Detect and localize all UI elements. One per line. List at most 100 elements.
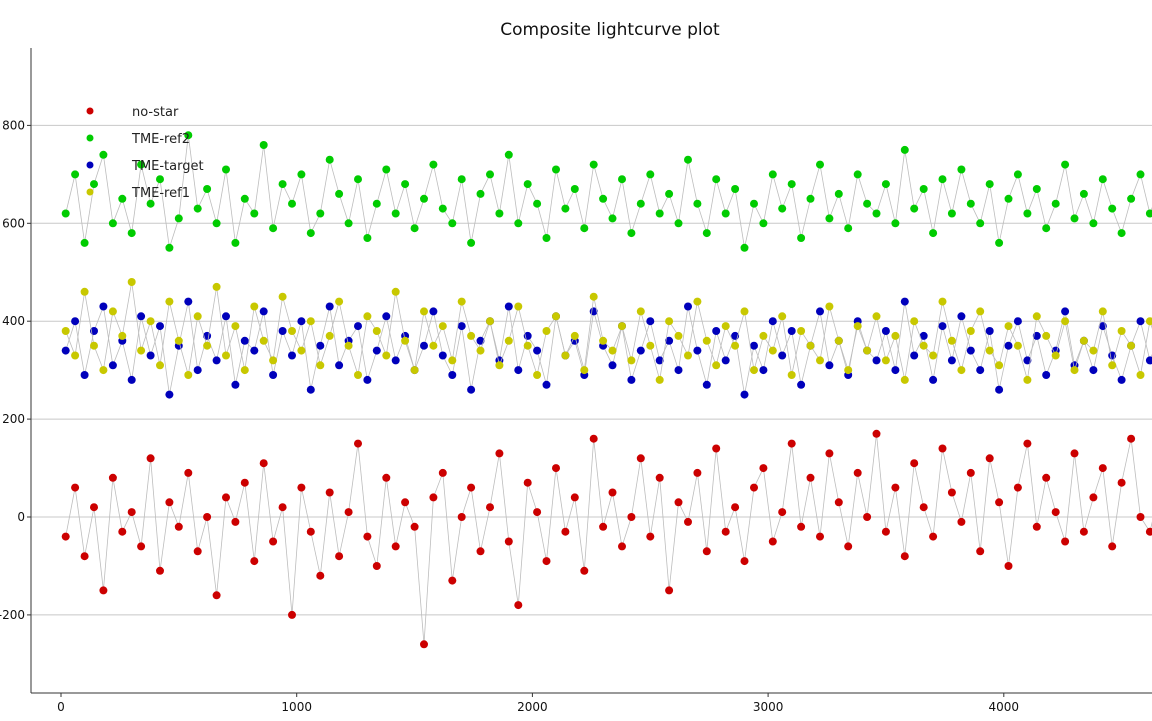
data-point — [750, 366, 758, 375]
data-point — [137, 160, 146, 169]
data-point — [1051, 508, 1060, 517]
data-point — [108, 219, 117, 228]
data-point — [702, 380, 711, 389]
data-point — [184, 468, 193, 477]
data-point — [457, 297, 466, 306]
data-point — [429, 341, 438, 350]
data-point — [288, 199, 296, 208]
data-point — [297, 346, 306, 355]
data-point — [212, 591, 221, 600]
data-point — [542, 557, 551, 566]
data-point — [929, 229, 938, 238]
data-point — [1108, 542, 1117, 551]
data-point — [222, 312, 230, 321]
data-point — [929, 351, 938, 360]
data-point — [976, 219, 985, 228]
data-point — [429, 493, 438, 502]
data-point — [1079, 189, 1088, 198]
data-point — [910, 204, 919, 213]
data-point — [448, 219, 457, 228]
data-point — [750, 483, 758, 492]
data-point — [995, 361, 1004, 370]
data-point — [797, 522, 806, 531]
data-point — [995, 385, 1004, 394]
data-point — [495, 361, 504, 370]
data-point — [448, 356, 457, 365]
data-point — [316, 341, 325, 350]
data-point — [797, 327, 806, 335]
data-point — [853, 322, 862, 331]
data-point — [947, 336, 956, 345]
data-point — [674, 498, 683, 507]
data-point — [570, 331, 579, 340]
data-point — [99, 366, 108, 375]
data-point — [561, 351, 570, 360]
data-point — [966, 468, 975, 477]
data-point — [702, 336, 711, 345]
data-point — [486, 317, 494, 326]
data-point — [420, 640, 428, 649]
data-point — [438, 468, 447, 477]
data-point — [919, 185, 928, 193]
legend-label: TME-ref1 — [131, 186, 190, 201]
data-point — [495, 209, 504, 218]
data-point — [863, 513, 872, 521]
data-point — [1051, 199, 1060, 208]
data-point — [382, 165, 391, 174]
data-point — [985, 454, 994, 463]
data-point — [947, 209, 956, 218]
data-point — [881, 527, 890, 536]
data-point — [90, 341, 98, 350]
data-point — [476, 336, 485, 345]
x-tick-label: 2000 — [517, 700, 548, 714]
data-point — [542, 380, 551, 389]
data-point — [533, 199, 542, 208]
data-point — [325, 155, 334, 164]
data-point — [288, 351, 296, 360]
data-point — [1127, 194, 1136, 203]
data-point — [438, 351, 447, 360]
data-point — [740, 390, 749, 399]
data-point — [193, 366, 202, 375]
data-point — [797, 234, 806, 242]
data-point — [391, 287, 400, 296]
data-point — [1023, 209, 1032, 218]
data-point — [570, 185, 579, 193]
data-point — [297, 483, 306, 492]
data-point — [193, 204, 202, 213]
data-point — [957, 165, 966, 174]
data-point — [231, 380, 240, 389]
y-tick-label: -200 — [0, 608, 25, 622]
data-point — [712, 175, 721, 184]
data-point — [900, 375, 909, 384]
legend-marker — [86, 188, 94, 196]
data-point — [844, 224, 853, 233]
data-point — [269, 224, 278, 233]
data-point — [108, 473, 117, 482]
data-point — [1117, 375, 1126, 384]
data-point — [1023, 375, 1032, 384]
data-point — [448, 576, 457, 585]
data-point — [1089, 493, 1098, 502]
data-point — [203, 513, 212, 521]
data-point — [61, 327, 70, 335]
legend-label: TME-ref2 — [131, 132, 190, 147]
data-point — [372, 562, 381, 570]
data-point — [589, 292, 598, 301]
data-point — [467, 385, 476, 394]
data-point — [231, 238, 240, 247]
y-tick-label: 0 — [17, 510, 25, 524]
data-point — [165, 390, 174, 399]
data-point — [156, 175, 164, 184]
data-point — [212, 219, 221, 228]
data-point — [599, 522, 608, 531]
data-point — [391, 542, 400, 551]
data-point — [881, 180, 890, 189]
data-point — [938, 175, 947, 184]
data-point — [646, 170, 655, 179]
data-point — [533, 346, 542, 355]
data-point — [561, 527, 570, 536]
data-point — [231, 322, 240, 331]
data-point — [335, 297, 344, 306]
data-point — [636, 307, 645, 316]
